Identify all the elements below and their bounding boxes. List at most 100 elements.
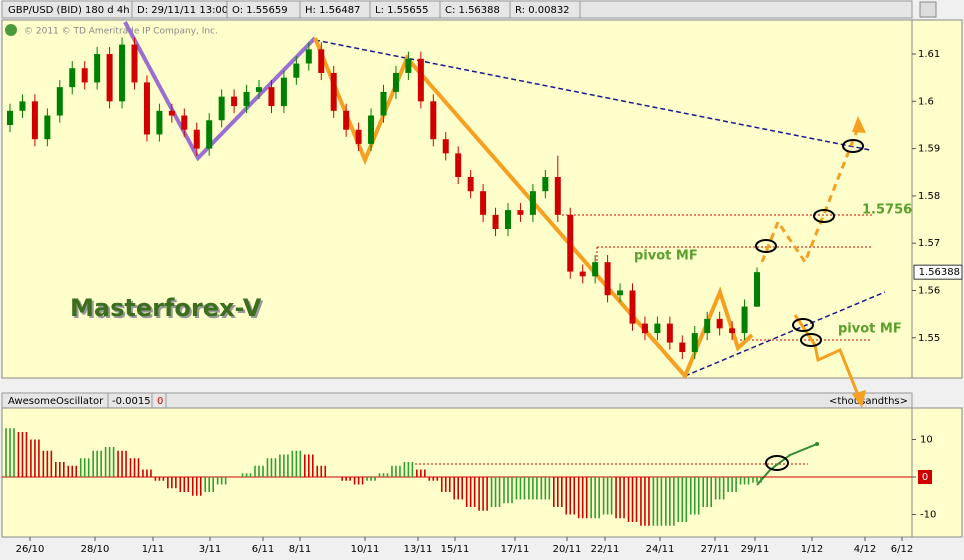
- candle-body: [355, 129, 362, 144]
- zoom-button[interactable]: [919, 1, 937, 18]
- candle-body: [218, 96, 225, 121]
- candle-body: [442, 139, 449, 154]
- curve-end: [815, 442, 819, 446]
- close-value: C: 1.56388: [445, 5, 500, 16]
- candle-body: [604, 262, 611, 296]
- candle-body: [31, 101, 38, 140]
- candle-body: [19, 101, 26, 111]
- range-value: R: 0.00832: [515, 5, 570, 16]
- candle-body: [392, 72, 399, 92]
- level-label: 1.5756: [862, 203, 912, 218]
- price-panel: [1, 19, 913, 379]
- x-tick-label: 15/11: [441, 544, 470, 555]
- marker-ellipse: [813, 209, 835, 223]
- y-tick-label: 1.6: [918, 96, 934, 107]
- candle-body: [704, 318, 711, 334]
- wave-line: [123, 21, 317, 162]
- y-tick-label: 1.56: [918, 286, 940, 297]
- x-tick-label: 4/12: [854, 544, 876, 555]
- candle-body: [106, 54, 113, 102]
- price-scale: [911, 19, 963, 379]
- candle-body: [94, 54, 101, 83]
- candle-body: [641, 323, 648, 334]
- candle-body: [729, 328, 736, 334]
- x-tick-label: 24/11: [646, 544, 675, 555]
- candle-body: [330, 72, 337, 111]
- annotations: [123, 21, 886, 486]
- price-tag-label: 1.56388: [919, 267, 960, 278]
- wave-line: [313, 37, 754, 380]
- high-value: H: 1.56487: [305, 5, 360, 16]
- open-value: O: 1.55659: [232, 5, 288, 16]
- marker-ellipse: [765, 455, 789, 471]
- trend-line: [684, 291, 886, 377]
- candle-body: [368, 115, 375, 144]
- brand-shadow: Masterforex-V: [72, 296, 264, 324]
- pivot-label: pivot MF: [634, 249, 698, 264]
- candle-body: [430, 101, 437, 140]
- x-tick-label: 17/11: [501, 544, 530, 555]
- candle-body: [554, 177, 561, 215]
- x-tick-label: 3/11: [199, 544, 221, 555]
- trend-line: [314, 39, 871, 151]
- candle-body: [131, 44, 138, 83]
- x-tick-label: 1/11: [142, 544, 164, 555]
- bar-date: D: 29/11/11 13:00: [137, 5, 228, 16]
- candle-body: [268, 87, 275, 107]
- candle-body: [517, 210, 524, 215]
- x-tick-label: 29/11: [741, 544, 770, 555]
- zero-tag: [918, 470, 932, 484]
- candle-body: [617, 290, 624, 296]
- candle-body: [679, 342, 686, 352]
- x-tick-label: 1/12: [801, 544, 823, 555]
- x-tick-label: 27/11: [701, 544, 730, 555]
- candle-body: [193, 129, 200, 149]
- candle-body: [318, 49, 325, 73]
- x-tick-label: 8/11: [289, 544, 311, 555]
- candle-body: [280, 77, 287, 107]
- copyright: © 2011 © TD Ameritrade IP Company, Inc.: [24, 27, 218, 37]
- candle-body: [7, 110, 13, 125]
- candle-body: [168, 110, 175, 116]
- x-tick-label: 6/11: [252, 544, 274, 555]
- candle-body: [156, 110, 163, 135]
- candle-body: [629, 290, 636, 324]
- candle-body: [592, 262, 599, 277]
- y-tick-label: 1.57: [918, 238, 940, 249]
- osc-title: AwesomeOscillator: [8, 396, 104, 407]
- x-tick-label: 28/10: [81, 544, 110, 555]
- candle-body: [56, 87, 63, 116]
- x-tick-label: 22/11: [591, 544, 620, 555]
- zero-tag-label: 0: [922, 472, 928, 483]
- candle-body: [293, 63, 300, 78]
- brand-label: Masterforex-V: [70, 294, 262, 322]
- y-tick-label: 1.58: [918, 191, 940, 202]
- candle-body: [666, 323, 673, 343]
- marker-ellipse: [792, 318, 814, 332]
- marker-ellipse: [755, 239, 777, 253]
- osc-panel: [1, 407, 913, 538]
- y-tick-label: 1.55: [918, 333, 940, 344]
- osc-value: -0.0015: [112, 396, 151, 407]
- candle-body: [579, 271, 586, 277]
- candle-body: [81, 68, 88, 83]
- x-tick-label: 20/11: [553, 544, 582, 555]
- candle-body: [480, 191, 487, 215]
- x-tick-label: 13/11: [404, 544, 433, 555]
- candle-body: [44, 115, 51, 140]
- candle-body: [181, 115, 188, 130]
- candle-body: [417, 58, 424, 102]
- info-icon[interactable]: [5, 24, 17, 36]
- pivot-label: pivot MF: [838, 322, 902, 337]
- y-tick-label: 1.59: [918, 144, 940, 155]
- x-tick-label: 6/12: [891, 544, 913, 555]
- marker-ellipse: [842, 139, 864, 153]
- candle-body: [467, 177, 474, 192]
- candle-body: [542, 177, 549, 192]
- candle-body: [380, 91, 387, 116]
- candle-body: [343, 110, 350, 130]
- candle-body: [691, 333, 698, 352]
- x-tick-label: 10/11: [351, 544, 380, 555]
